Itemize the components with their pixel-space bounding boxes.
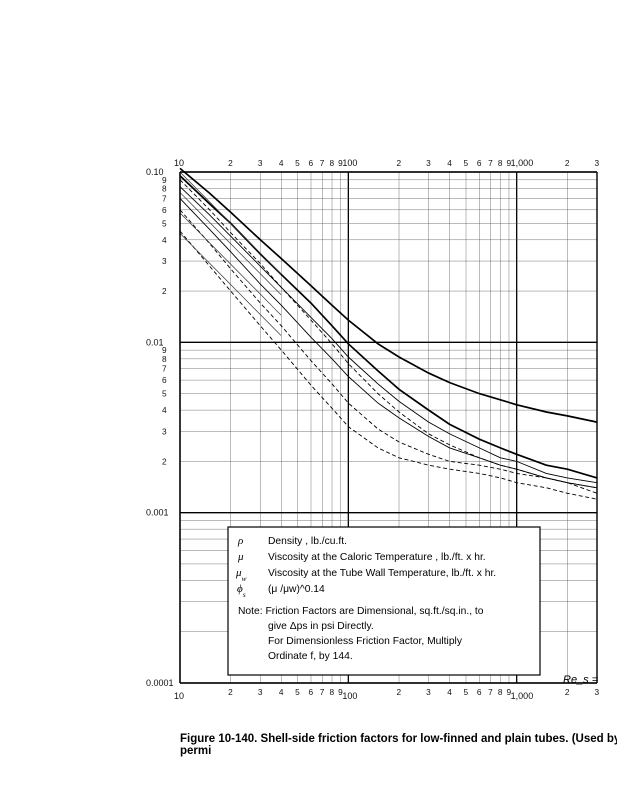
curve-plain-tube-lower-solid-thick-	[180, 176, 597, 478]
svg-text:100: 100	[342, 691, 357, 701]
svg-text:6: 6	[162, 375, 167, 385]
svg-text:0.10: 0.10	[146, 167, 164, 177]
svg-text:6: 6	[308, 687, 313, 697]
svg-text:5: 5	[464, 687, 469, 697]
svg-text:7: 7	[488, 687, 493, 697]
svg-text:2: 2	[228, 158, 233, 168]
curve-dashed-tolerance-band-3	[180, 231, 597, 499]
svg-text:10: 10	[174, 158, 184, 168]
svg-text:8: 8	[162, 184, 167, 194]
svg-text:4: 4	[447, 158, 452, 168]
svg-text:0.01: 0.01	[146, 337, 164, 347]
svg-text:3: 3	[595, 158, 600, 168]
svg-text:2: 2	[565, 687, 570, 697]
svg-text:2: 2	[397, 158, 402, 168]
legend-text-note3: For Dimensionless Friction Factor, Multi…	[268, 636, 463, 647]
svg-text:8: 8	[162, 354, 167, 364]
svg-text:6: 6	[477, 158, 482, 168]
svg-text:6: 6	[477, 687, 482, 697]
svg-text:4: 4	[447, 687, 452, 697]
svg-text:2: 2	[228, 687, 233, 697]
legend-symbol-rho: ρ	[237, 535, 243, 547]
svg-text:2: 2	[162, 456, 167, 466]
svg-text:2: 2	[397, 687, 402, 697]
legend-symbol-mu: μ	[237, 551, 244, 563]
legend-text-note1: Note: Friction Factors are Dimensional, …	[238, 606, 484, 617]
legend-text-mu: Viscosity at the Caloric Temperature , l…	[268, 552, 486, 563]
legend-text-note4: Ordinate f, by 144.	[268, 651, 353, 662]
svg-text:9: 9	[506, 687, 511, 697]
svg-text:100: 100	[342, 158, 357, 168]
svg-text:7: 7	[320, 158, 325, 168]
figure-caption: Figure 10-140. Shell-side friction facto…	[180, 733, 617, 757]
svg-text:1,000: 1,000	[511, 691, 534, 701]
svg-text:8: 8	[330, 687, 335, 697]
svg-text:9: 9	[338, 158, 343, 168]
svg-text:4: 4	[279, 687, 284, 697]
svg-text:3: 3	[162, 426, 167, 436]
svg-text:5: 5	[295, 158, 300, 168]
svg-text:9: 9	[506, 158, 511, 168]
friction-factor-chart: 10 100 1,000 2 3 4 5 6 7 8 9 2 3 4 5 6 7 8 9 2 3 10 100 1,000 2 3…	[180, 172, 597, 683]
svg-text:5: 5	[295, 687, 300, 697]
svg-text:3: 3	[595, 687, 600, 697]
svg-text:7: 7	[488, 158, 493, 168]
svg-text:6: 6	[162, 205, 167, 215]
svg-text:9: 9	[162, 175, 167, 185]
svg-text:7: 7	[162, 364, 167, 374]
chart-legend: ρ Density , lb./cu.ft. μ Viscosity at th…	[228, 527, 540, 675]
svg-text:8: 8	[498, 687, 503, 697]
svg-text:3: 3	[258, 158, 263, 168]
legend-text-phis: (μ /μw)^0.14	[268, 584, 325, 595]
svg-text:5: 5	[162, 389, 167, 399]
curve-dashed-tolerance-band-1	[180, 180, 597, 488]
chart-curves	[180, 168, 597, 499]
svg-text:3: 3	[162, 256, 167, 266]
legend-text-note2: give Δps in psi Directly.	[268, 621, 374, 632]
svg-text:3: 3	[426, 158, 431, 168]
svg-text:7: 7	[162, 193, 167, 203]
svg-text:9: 9	[338, 687, 343, 697]
svg-text:7: 7	[320, 687, 325, 697]
svg-text:4: 4	[162, 235, 167, 245]
svg-text:0.001: 0.001	[146, 508, 169, 518]
svg-text:6: 6	[308, 158, 313, 168]
curve-low-finned-upper-solid-thin-	[180, 187, 597, 483]
svg-text:0.0001: 0.0001	[146, 678, 174, 688]
svg-text:8: 8	[498, 158, 503, 168]
svg-text:4: 4	[162, 405, 167, 415]
svg-text:4: 4	[279, 158, 284, 168]
curve-low-finned-lower-solid-thin-	[180, 198, 597, 487]
svg-text:1,000: 1,000	[511, 158, 534, 168]
legend-text-rho: Density , lb./cu.ft.	[268, 536, 347, 547]
re-s-axis-label: Re_s =	[563, 674, 598, 686]
svg-text:3: 3	[258, 687, 263, 697]
svg-text:3: 3	[426, 687, 431, 697]
curve-plain-tube-upper-solid-thick-	[180, 168, 597, 422]
svg-text:8: 8	[330, 158, 335, 168]
curve-dashed-tolerance-band-2	[180, 210, 597, 493]
svg-text:5: 5	[162, 218, 167, 228]
svg-text:5: 5	[464, 158, 469, 168]
legend-text-muw: Viscosity at the Tube Wall Temperature, …	[268, 568, 496, 579]
svg-text:9: 9	[162, 345, 167, 355]
svg-text:2: 2	[162, 286, 167, 296]
svg-text:2: 2	[565, 158, 570, 168]
svg-text:10: 10	[174, 691, 184, 701]
page-root: 10 100 1,000 2 3 4 5 6 7 8 9 2 3 4 5 6 7 8 9 2 3 10 100 1,000 2 3…	[0, 0, 617, 800]
